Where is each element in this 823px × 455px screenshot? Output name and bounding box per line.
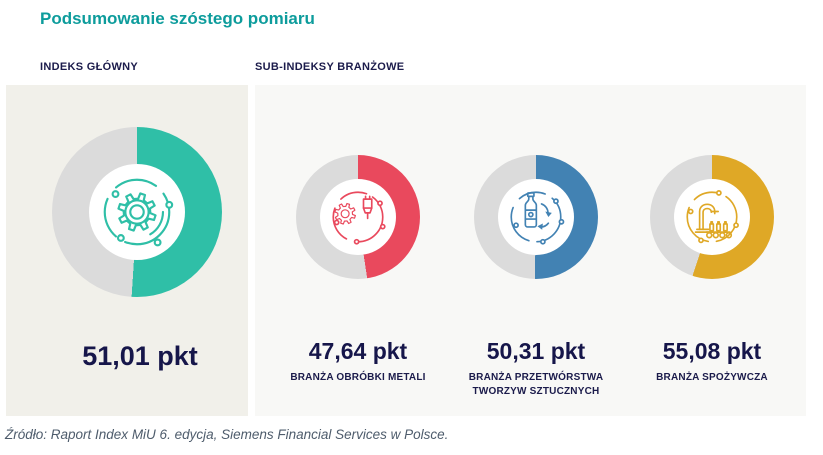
donut-hole [89, 164, 185, 260]
source-note: Źródło: Raport Index MiU 6. edycja, Siem… [5, 427, 449, 442]
donut-hole [320, 179, 396, 255]
main-index-panel: 51,01 pkt [6, 85, 248, 416]
main-index-value: 51,01 pkt [82, 341, 198, 371]
sub-index-section-label: SUB-INDEKSY BRANŻOWE [255, 61, 405, 73]
sub-index-plastics: 50,31 pkt BRANŻA PRZETWÓRSTWA TWORZYW SZ… [446, 155, 626, 398]
sub-index-food: 55,08 pkt BRANŻA SPOŻYWCZA [622, 155, 802, 385]
plastics-index-value: 50,31 pkt [486, 338, 586, 364]
donut-hole [498, 179, 574, 255]
metal-index-donut [296, 155, 420, 279]
donut-hole [674, 179, 750, 255]
gear-circuit-icon [103, 178, 174, 247]
food-index-value: 55,08 pkt [662, 338, 762, 364]
food-production-icon [686, 190, 739, 244]
metal-index-label: BRANŻA OBRÓBKI METALI [290, 372, 426, 383]
sub-index-metal: 47,64 pkt BRANŻA OBRÓBKI METALI [268, 155, 448, 385]
metal-index-value: 47,64 pkt [308, 338, 408, 364]
main-index-section-label: INDEKS GŁÓWNY [40, 61, 139, 73]
plastics-index-donut [474, 155, 598, 279]
page-title: Podsumowanie szóstego pomiaru [40, 9, 315, 28]
metal-machining-icon [332, 191, 386, 245]
food-index-label: BRANŻA SPOŻYWCZA [656, 372, 768, 383]
main-index-donut [52, 127, 222, 297]
plastic-recycling-icon [510, 191, 565, 245]
food-index-donut [650, 155, 774, 279]
plastics-index-label: BRANŻA PRZETWÓRSTWA TWORZYW SZTUCZNYCH [468, 372, 604, 397]
